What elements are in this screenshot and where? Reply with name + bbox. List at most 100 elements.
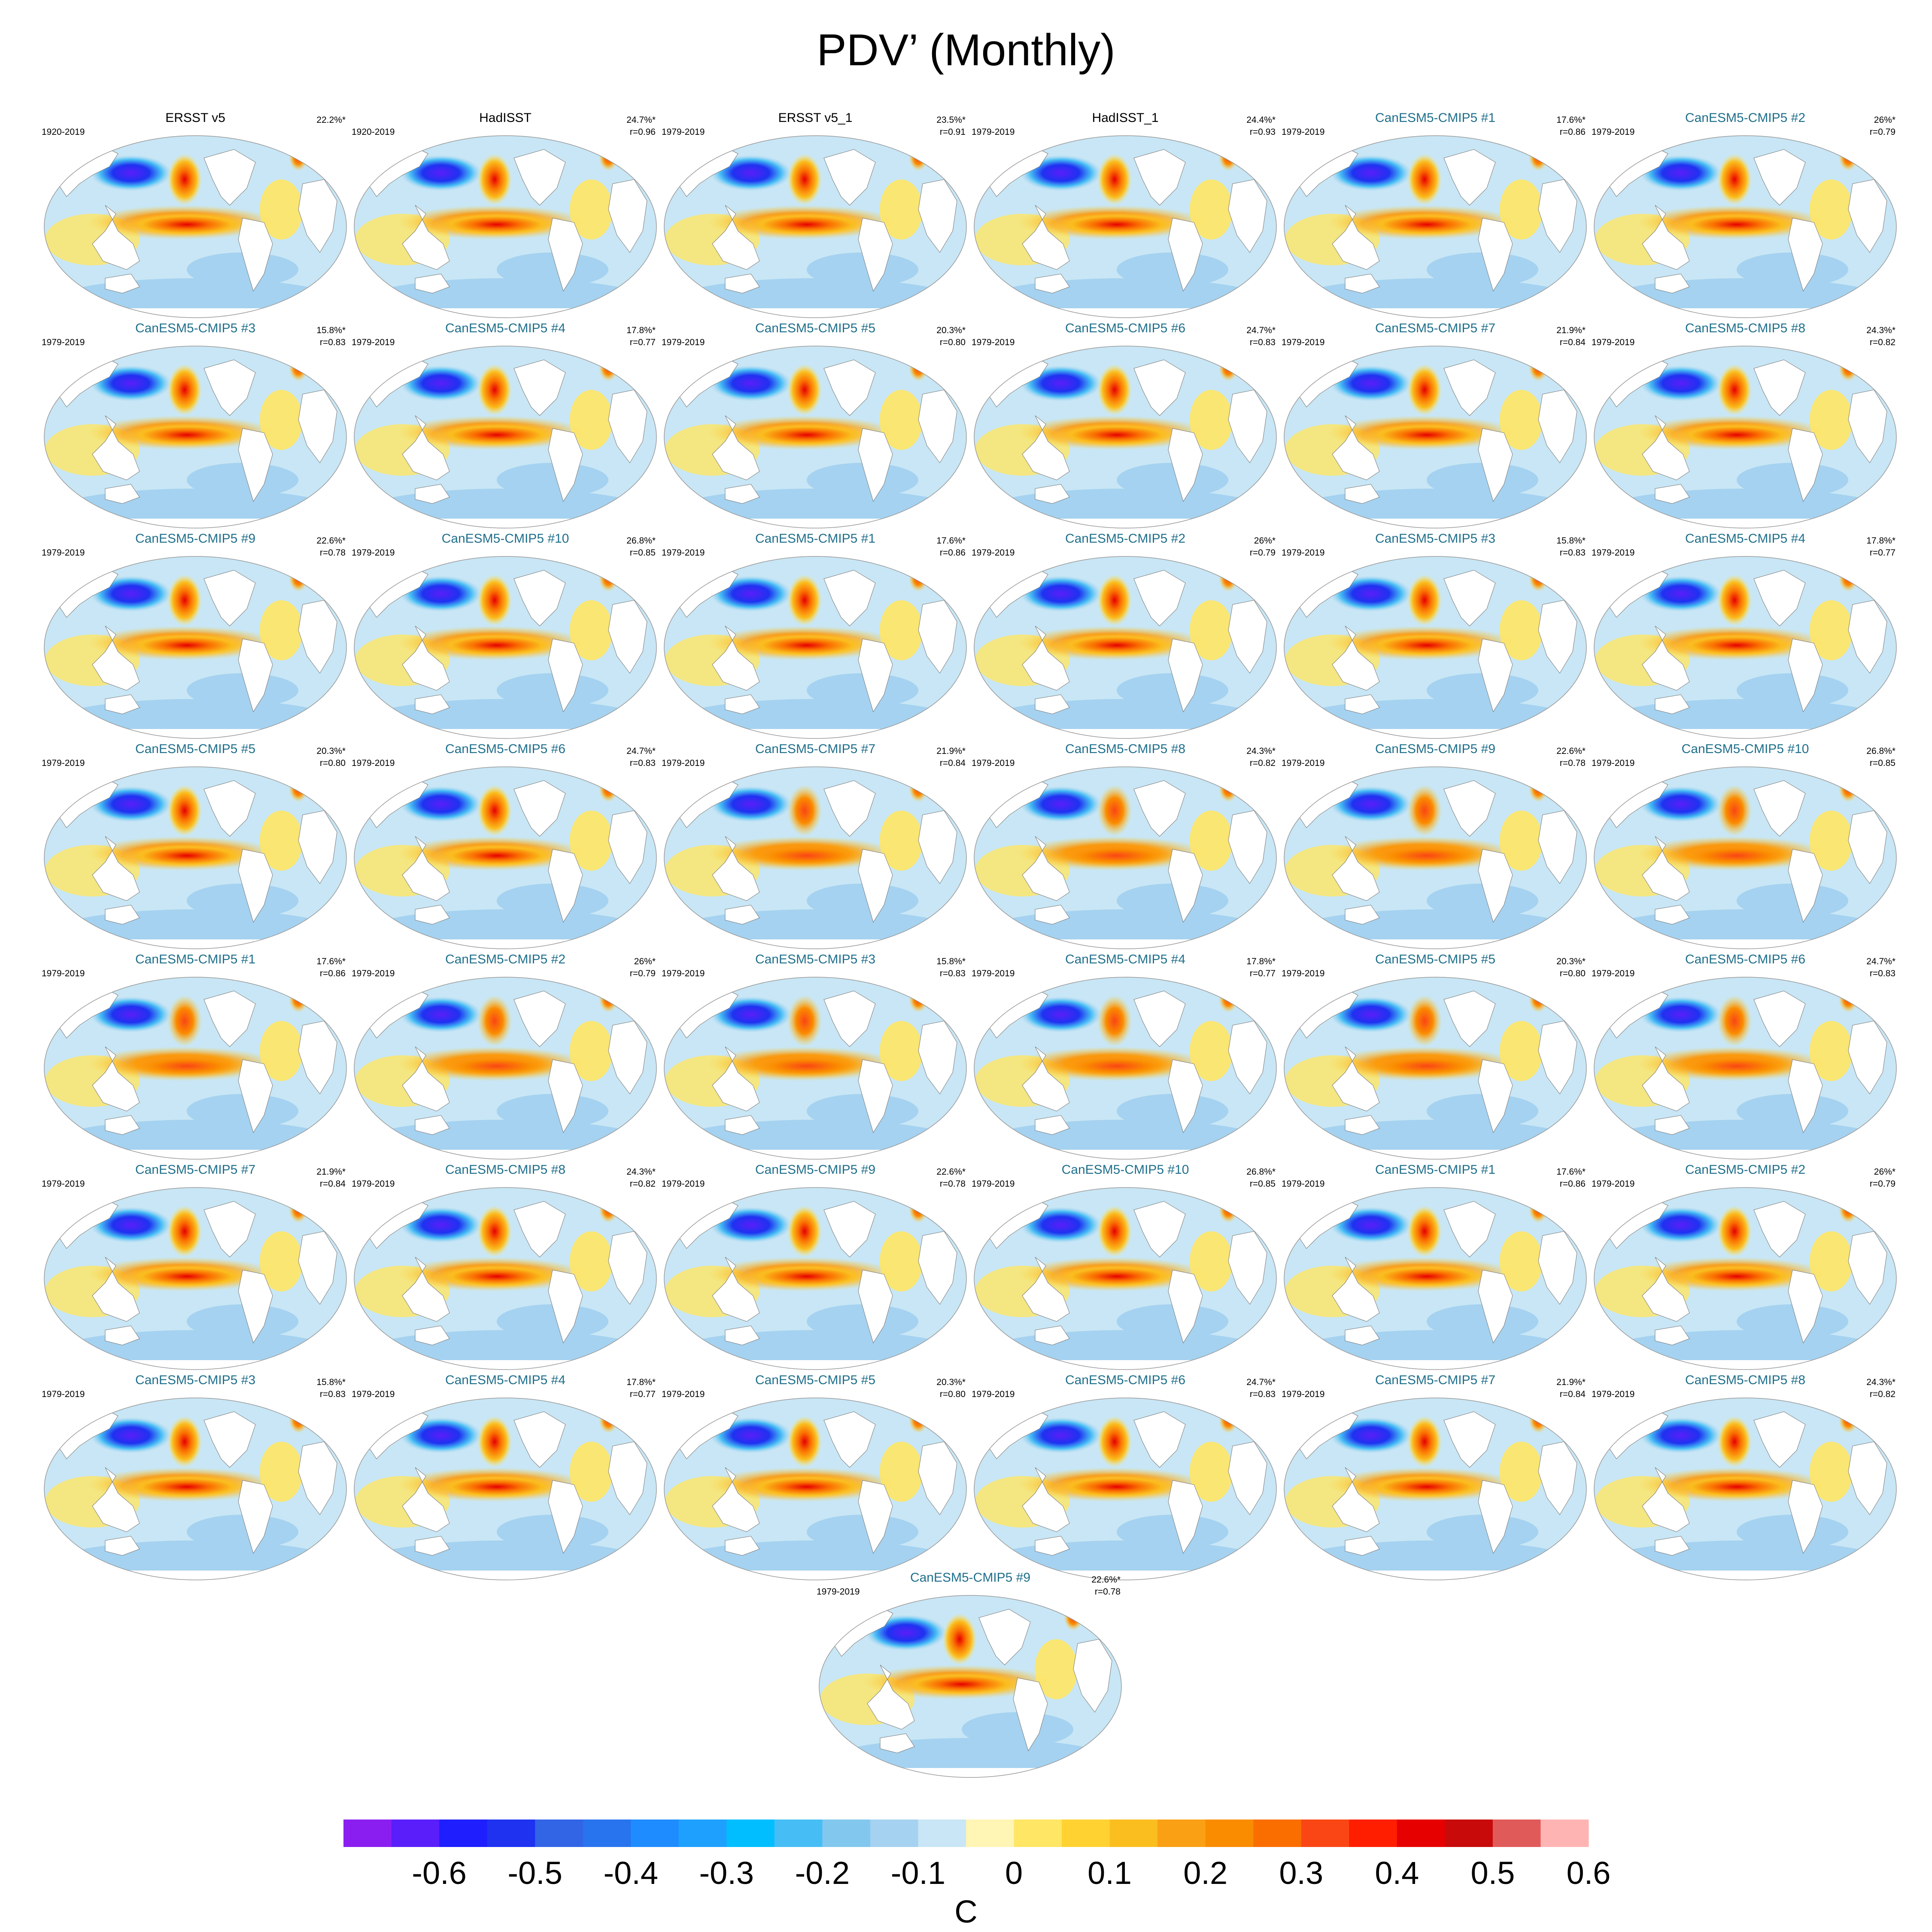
map-panel: CanESM5-CMIP5 #7 1979-2019 21.9%* r=0.84 (661, 742, 970, 952)
pattern-map (1594, 135, 1897, 318)
colorbar-tick-label: 0.6 (1566, 1855, 1611, 1891)
panel-title: CanESM5-CMIP5 #3 (755, 952, 876, 966)
panel-variance-percent: 17.6%* (1556, 115, 1586, 125)
map-panel: CanESM5-CMIP5 #6 1979-2019 24.7%* r=0.83 (1591, 952, 1900, 1163)
panel-title: CanESM5-CMIP5 #3 (135, 1373, 256, 1387)
panel-title: CanESM5-CMIP5 #5 (755, 1373, 876, 1387)
colorbar-swatch (1301, 1820, 1349, 1847)
pattern-map (974, 1397, 1277, 1580)
map-panel: CanESM5-CMIP5 #8 1979-2019 24.3%* r=0.82 (971, 742, 1280, 952)
panel-period: 1979-2019 (352, 969, 395, 978)
pattern-map (1284, 556, 1587, 739)
panel-variance-percent: 26%* (1874, 1167, 1896, 1177)
panel-correlation: r=0.77 (1869, 548, 1896, 558)
pattern-map (44, 1397, 347, 1580)
map-panel: CanESM5-CMIP5 #8 1979-2019 24.3%* r=0.82 (1591, 1373, 1900, 1583)
panel-variance-percent: 26%* (634, 957, 656, 966)
pattern-map (1594, 977, 1897, 1160)
panel-title: CanESM5-CMIP5 #6 (1065, 321, 1186, 335)
colorbar-swatch (1014, 1820, 1062, 1847)
panel-variance-percent: 26%* (1254, 536, 1276, 546)
pattern-map (1284, 1397, 1587, 1580)
panel-correlation: r=0.80 (939, 1389, 966, 1399)
panel-variance-percent: 17.8%* (626, 325, 656, 335)
panel-title: CanESM5-CMIP5 #4 (1065, 952, 1186, 966)
map-panel: ERSST v5 1920-2019 22.2%* (41, 111, 350, 321)
colorbar-tick-label: -0.2 (795, 1855, 850, 1891)
panel-period: 1979-2019 (972, 337, 1015, 347)
map-panel: CanESM5-CMIP5 #5 1979-2019 20.3%* r=0.80 (661, 321, 970, 532)
panel-period: 1979-2019 (42, 1179, 85, 1189)
panel-title: CanESM5-CMIP5 #1 (135, 952, 256, 966)
panel-variance-percent: 17.6%* (316, 957, 346, 966)
panel-correlation: r=0.83 (1249, 1389, 1276, 1399)
colorbar-tick-label: -0.3 (699, 1855, 754, 1891)
pattern-map (1594, 556, 1897, 739)
map-panel: CanESM5-CMIP5 #7 1979-2019 21.9%* r=0.84 (1281, 1373, 1590, 1583)
panel-title: CanESM5-CMIP5 #9 (910, 1571, 1031, 1585)
panel-variance-percent: 26.8%* (626, 536, 656, 546)
panel-variance-percent: 23.5%* (936, 115, 966, 125)
pattern-map (1594, 1397, 1897, 1580)
panel-period: 1979-2019 (972, 758, 1015, 768)
panel-title: CanESM5-CMIP5 #8 (1065, 742, 1186, 756)
panel-variance-percent: 24.7%* (626, 115, 656, 125)
panel-correlation: r=0.84 (1559, 337, 1586, 347)
panel-period: 1979-2019 (662, 127, 705, 137)
panel-correlation: r=0.91 (939, 127, 966, 137)
panel-title: CanESM5-CMIP5 #7 (755, 742, 876, 756)
colorbar-tick-label: 0.1 (1088, 1855, 1132, 1891)
panel-variance-percent: 22.6%* (936, 1167, 966, 1177)
panel-title: CanESM5-CMIP5 #7 (1375, 321, 1496, 335)
map-panel: CanESM5-CMIP5 #1 1979-2019 17.6%* r=0.86 (1281, 1163, 1590, 1373)
panel-variance-percent: 24.3%* (1246, 746, 1276, 756)
panel-period: 1979-2019 (1282, 758, 1325, 768)
panel-period: 1979-2019 (662, 337, 705, 347)
map-panel: CanESM5-CMIP5 #1 1979-2019 17.6%* r=0.86 (41, 952, 350, 1163)
colorbar-tick-label: -0.1 (890, 1855, 946, 1891)
panel-period: 1979-2019 (352, 758, 395, 768)
colorbar-swatch (1062, 1820, 1110, 1847)
panel-title: CanESM5-CMIP5 #2 (1685, 1163, 1806, 1177)
panel-variance-percent: 20.3%* (1556, 957, 1586, 966)
pattern-map (664, 1187, 967, 1370)
colorbar-swatch (535, 1820, 583, 1847)
pattern-map (1284, 977, 1587, 1160)
panel-period: 1979-2019 (42, 969, 85, 978)
panel-variance-percent: 15.8%* (316, 1377, 346, 1387)
panel-correlation: r=0.84 (1559, 1389, 1586, 1399)
panel-period: 1920-2019 (42, 127, 85, 137)
panel-period: 1979-2019 (662, 969, 705, 978)
panel-variance-percent: 26.8%* (1246, 1167, 1276, 1177)
pattern-map (44, 556, 347, 739)
panel-period: 1979-2019 (1282, 1389, 1325, 1399)
panel-variance-percent: 17.6%* (936, 536, 966, 546)
panel-period: 1979-2019 (42, 337, 85, 347)
panel-title: CanESM5-CMIP5 #2 (445, 952, 566, 966)
panel-correlation: r=0.85 (629, 548, 656, 558)
panel-title: CanESM5-CMIP5 #9 (755, 1163, 876, 1177)
panel-correlation: r=0.82 (1249, 758, 1276, 768)
pattern-map (44, 1187, 347, 1370)
panel-title: HadISST (479, 111, 532, 125)
panel-variance-percent: 24.7%* (1246, 1377, 1276, 1387)
colorbar-swatch (583, 1820, 631, 1847)
colorbar-swatch (774, 1820, 823, 1847)
panel-variance-percent: 24.3%* (626, 1167, 656, 1177)
pattern-map (354, 135, 657, 318)
pattern-map (664, 346, 967, 529)
colorbar-swatch (918, 1820, 966, 1847)
colorbar-swatch (1492, 1820, 1541, 1847)
colorbar-swatch (1109, 1820, 1158, 1847)
panel-correlation: r=0.84 (939, 758, 966, 768)
map-panel: CanESM5-CMIP5 #10 1979-2019 26.8%* r=0.85 (351, 532, 660, 742)
panel-variance-percent: 15.8%* (1556, 536, 1586, 546)
panel-title: CanESM5-CMIP5 #6 (1685, 952, 1806, 966)
panel-correlation: r=0.82 (1869, 337, 1896, 347)
map-panel: CanESM5-CMIP5 #9 1979-2019 22.6%* r=0.78 (661, 1163, 970, 1373)
panel-period: 1979-2019 (972, 548, 1015, 558)
panel-period: 1979-2019 (1282, 1179, 1325, 1189)
map-panel: CanESM5-CMIP5 #5 1979-2019 20.3%* r=0.80 (1281, 952, 1590, 1163)
panel-period: 1979-2019 (352, 1179, 395, 1189)
panel-title: CanESM5-CMIP5 #8 (1685, 321, 1806, 335)
